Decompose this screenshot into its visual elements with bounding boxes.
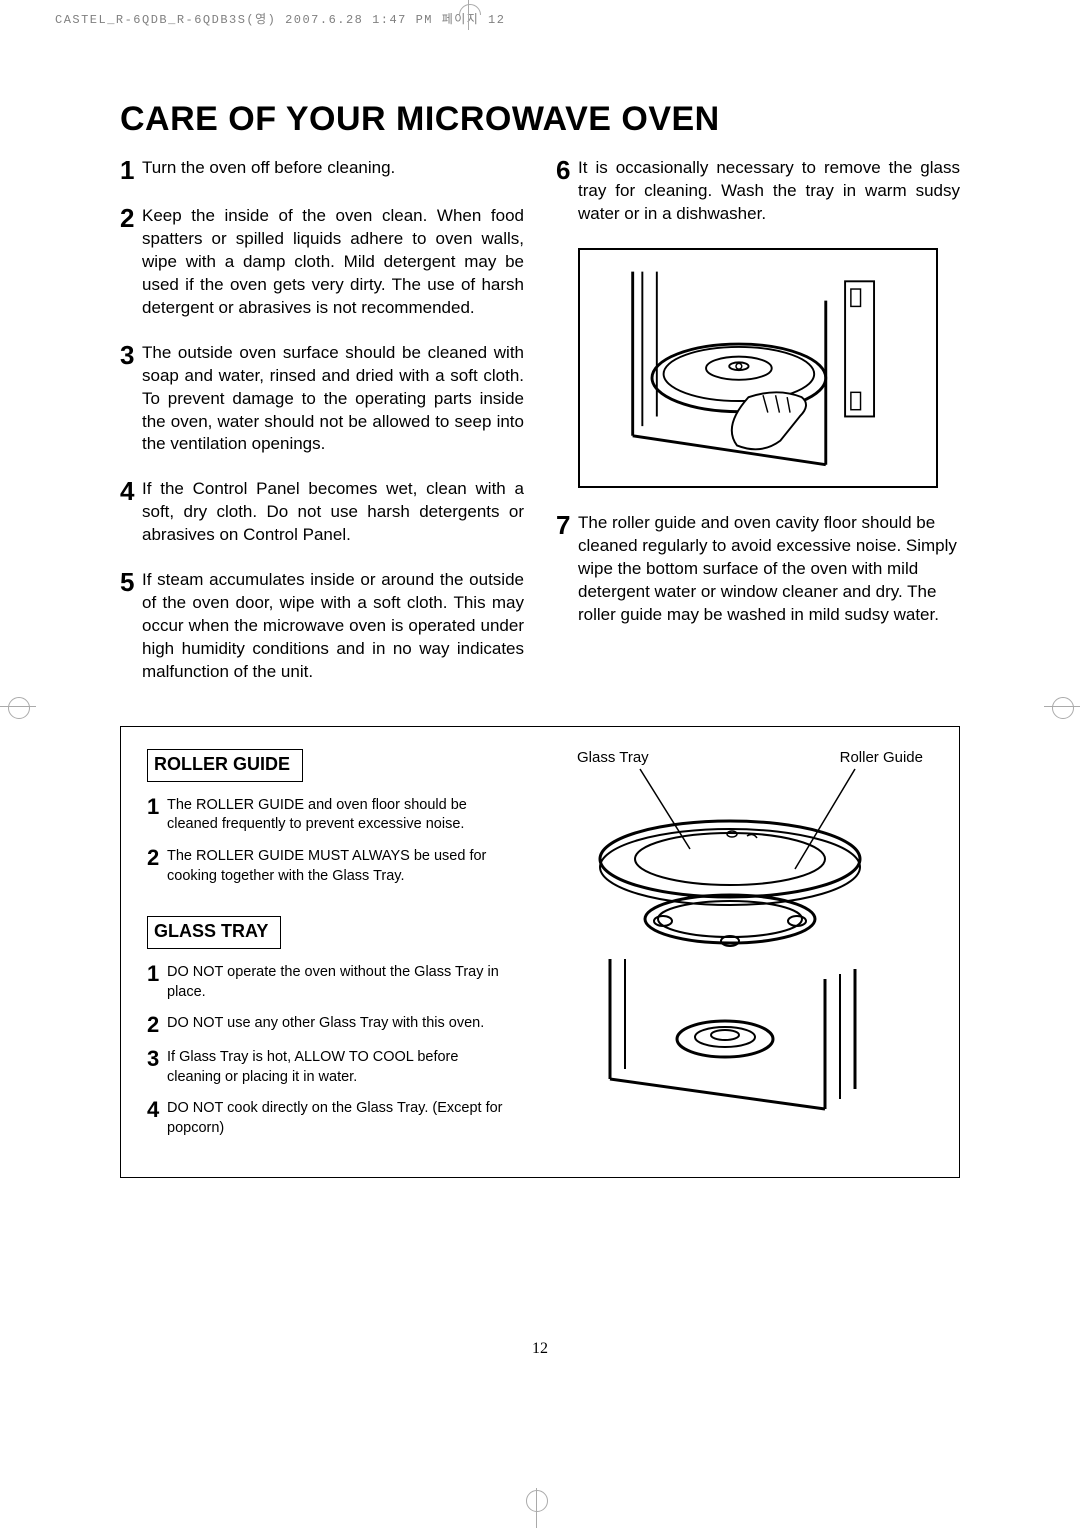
glass-tray-label: GLASS TRAY xyxy=(147,917,281,949)
left-column: 1Turn the oven off before cleaning. 2Kee… xyxy=(120,157,524,706)
item-text: DO NOT operate the oven without the Glas… xyxy=(167,963,507,1002)
list-item: 3If Glass Tray is hot, ALLOW TO COOL bef… xyxy=(147,1048,507,1087)
item-number: 2 xyxy=(120,205,142,231)
item-text: If Glass Tray is hot, ALLOW TO COOL befo… xyxy=(167,1048,507,1087)
main-columns: 1Turn the oven off before cleaning. 2Kee… xyxy=(120,157,960,706)
item-number: 3 xyxy=(120,342,142,368)
item-text: The roller guide and oven cavity floor s… xyxy=(578,512,960,627)
illustration-remove-tray xyxy=(578,248,938,488)
list-item: 2Keep the inside of the oven clean. When… xyxy=(120,205,524,320)
item-number: 4 xyxy=(120,478,142,504)
crop-mark-left xyxy=(0,690,36,724)
item-number: 4 xyxy=(147,1099,167,1121)
roller-guide-heading: ROLLER GUIDE xyxy=(147,749,303,782)
page-content: CARE OF YOUR MICROWAVE OVEN 1Turn the ov… xyxy=(120,100,960,1178)
list-item: 2The ROLLER GUIDE MUST ALWAYS be used fo… xyxy=(147,847,507,886)
item-number: 2 xyxy=(147,847,167,869)
list-item: 5If steam accumulates inside or around t… xyxy=(120,569,524,684)
right-column: 6It is occasionally necessary to remove … xyxy=(556,157,960,706)
item-text: If steam accumulates inside or around th… xyxy=(142,569,524,684)
tray-roller-svg xyxy=(537,749,933,1119)
item-number: 1 xyxy=(147,963,167,985)
item-text: If the Control Panel becomes wet, clean … xyxy=(142,478,524,547)
item-text: Keep the inside of the oven clean. When … xyxy=(142,205,524,320)
lower-info-box: ROLLER GUIDE 1The ROLLER GUIDE and oven … xyxy=(120,726,960,1178)
item-text: The outside oven surface should be clean… xyxy=(142,342,524,457)
label-roller-guide: Roller Guide xyxy=(840,749,923,766)
list-item: 1Turn the oven off before cleaning. xyxy=(120,157,524,183)
item-text: DO NOT use any other Glass Tray with thi… xyxy=(167,1014,484,1034)
crop-mark-bottom xyxy=(520,1488,554,1528)
list-item: 4If the Control Panel becomes wet, clean… xyxy=(120,478,524,547)
list-item: 7The roller guide and oven cavity floor … xyxy=(556,512,960,627)
list-item: 1The ROLLER GUIDE and oven floor should … xyxy=(147,796,507,835)
item-text: The ROLLER GUIDE MUST ALWAYS be used for… xyxy=(167,847,507,886)
tray-roller-diagram: Glass Tray Roller Guide xyxy=(537,749,933,1119)
list-item: 3The outside oven surface should be clea… xyxy=(120,342,524,457)
page-number: 12 xyxy=(0,1340,1080,1358)
print-header-strip: CASTEL_R-6QDB_R-6QDB3S(영) 2007.6.28 1:47… xyxy=(55,10,505,27)
item-number: 7 xyxy=(556,512,578,538)
item-number: 2 xyxy=(147,1014,167,1036)
item-number: 6 xyxy=(556,157,578,183)
lower-right-column: Glass Tray Roller Guide xyxy=(537,749,933,1151)
item-text: Turn the oven off before cleaning. xyxy=(142,157,395,180)
item-number: 1 xyxy=(120,157,142,183)
lower-left-column: ROLLER GUIDE 1The ROLLER GUIDE and oven … xyxy=(147,749,507,1151)
page-title: CARE OF YOUR MICROWAVE OVEN xyxy=(120,100,960,139)
item-number: 5 xyxy=(120,569,142,595)
list-item: 4DO NOT cook directly on the Glass Tray.… xyxy=(147,1099,507,1138)
item-text: The ROLLER GUIDE and oven floor should b… xyxy=(167,796,507,835)
list-item: 2DO NOT use any other Glass Tray with th… xyxy=(147,1014,507,1036)
list-item: 1DO NOT operate the oven without the Gla… xyxy=(147,963,507,1002)
tray-removal-svg xyxy=(598,262,918,474)
item-text: It is occasionally necessary to remove t… xyxy=(578,157,960,226)
label-glass-tray: Glass Tray xyxy=(577,749,649,766)
item-number: 1 xyxy=(147,796,167,818)
crop-mark-right xyxy=(1044,690,1080,724)
glass-tray-heading: GLASS TRAY xyxy=(147,916,281,949)
roller-guide-label: ROLLER GUIDE xyxy=(147,750,303,782)
item-text: DO NOT cook directly on the Glass Tray. … xyxy=(167,1099,507,1138)
crop-mark-top xyxy=(455,0,483,30)
list-item: 6It is occasionally necessary to remove … xyxy=(556,157,960,226)
item-number: 3 xyxy=(147,1048,167,1070)
